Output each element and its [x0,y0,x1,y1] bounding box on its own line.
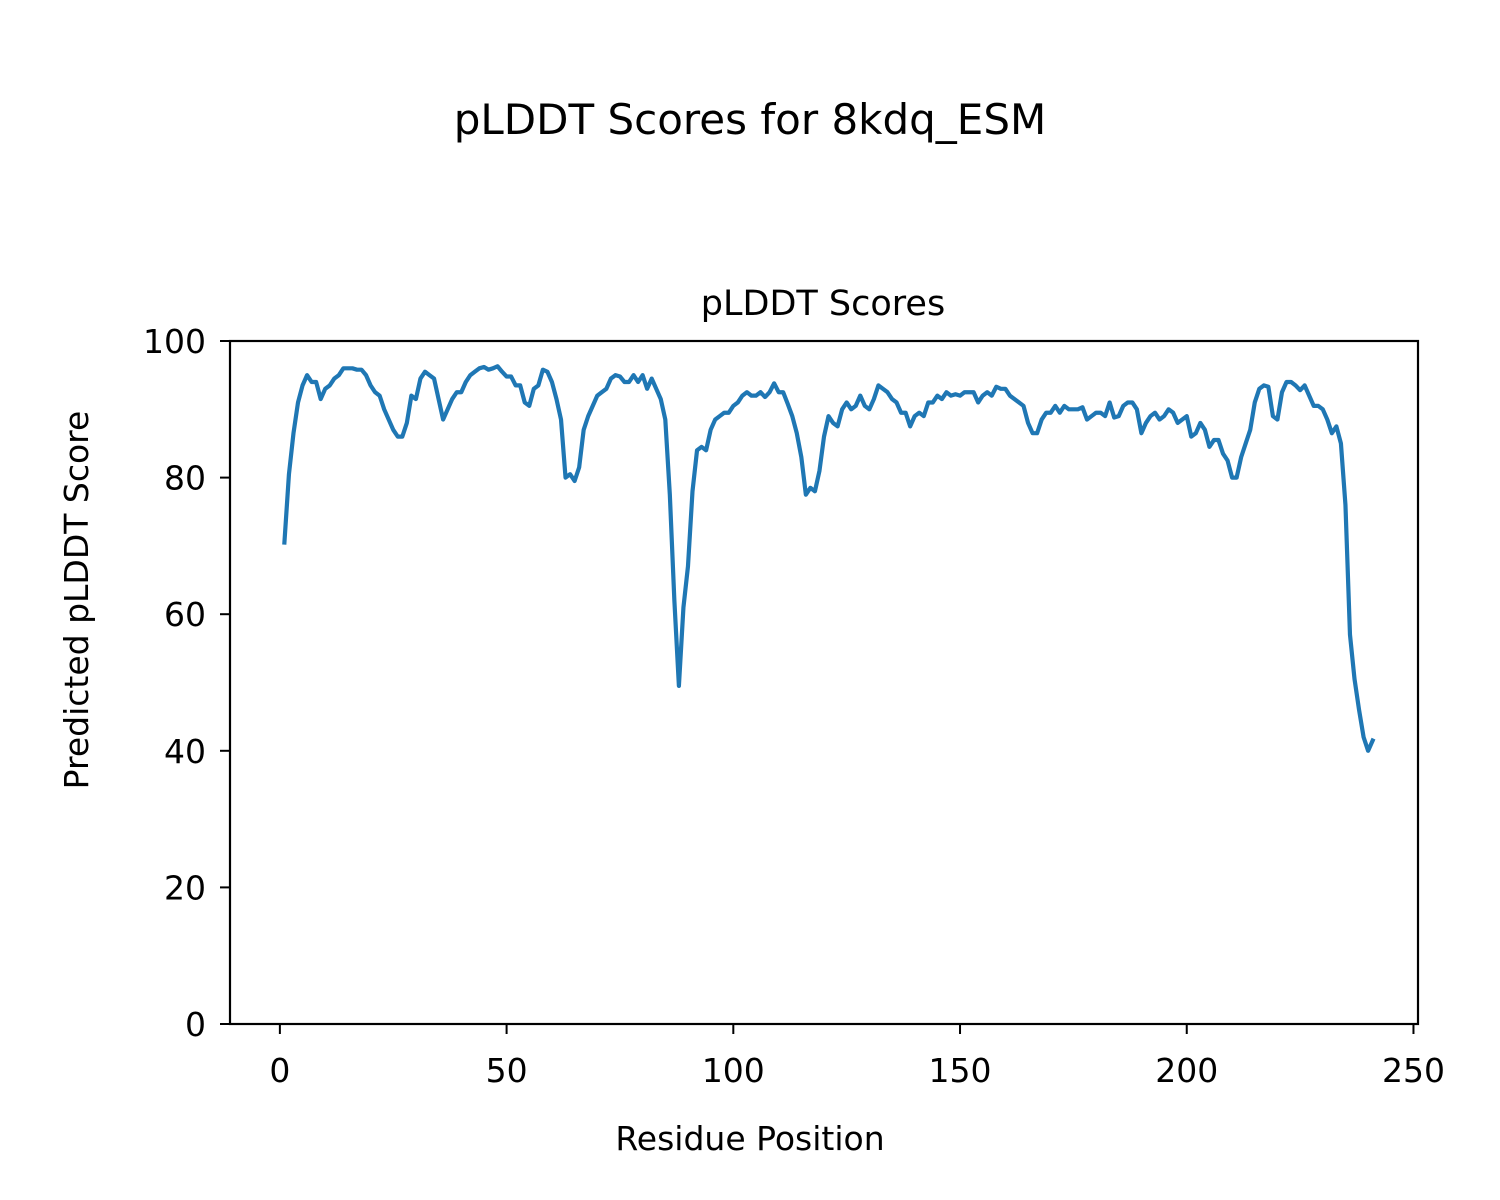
x-tick-label: 0 [269,1051,290,1090]
y-tick-label: 80 [164,459,206,498]
axes-frame [228,339,1420,1026]
y-axis-label: Predicted pLDDT Score [57,411,96,790]
x-tick-label: 150 [929,1051,992,1090]
x-tick-label: 100 [702,1051,765,1090]
series-line [282,364,1376,753]
x-axis-label: Residue Position [615,1119,884,1158]
y-tick-label: 0 [185,1005,206,1044]
y-tick-label: 100 [143,322,206,361]
figure-suptitle: pLDDT Scores for 8kdq_ESM [454,95,1047,144]
y-tick-label: 40 [164,732,206,771]
x-tick-label: 50 [486,1051,528,1090]
y-tick-label: 60 [164,595,206,634]
chart-title: pLDDT Scores [701,284,945,324]
plot-area: 0 50 100 150 200 250 0 20 40 60 80 100 [143,322,1445,1090]
x-tick-label: 200 [1155,1051,1218,1090]
y-tick-label: 20 [164,868,206,907]
x-tick-label: 250 [1382,1051,1445,1090]
